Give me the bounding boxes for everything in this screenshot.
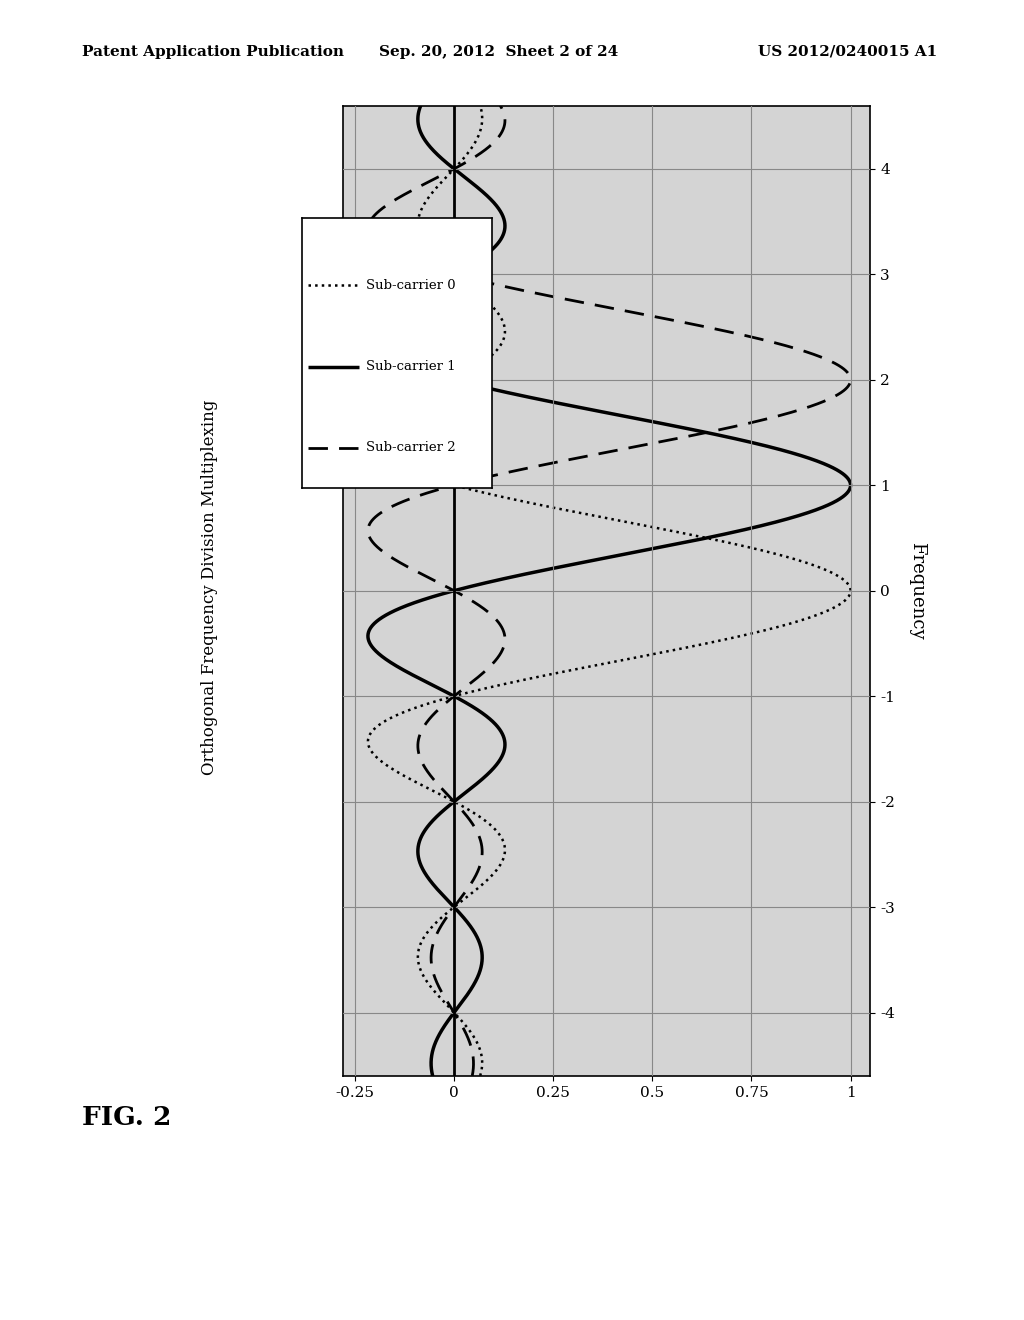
Text: Sep. 20, 2012  Sheet 2 of 24: Sep. 20, 2012 Sheet 2 of 24 <box>379 45 618 59</box>
Text: FIG. 2: FIG. 2 <box>82 1105 171 1130</box>
Text: Sub-carrier 2: Sub-carrier 2 <box>367 441 456 454</box>
Text: Sub-carrier 1: Sub-carrier 1 <box>367 360 456 374</box>
Text: Sub-carrier 0: Sub-carrier 0 <box>367 279 456 292</box>
Y-axis label: Frequency: Frequency <box>907 543 926 639</box>
Text: Orthogonal Frequency Division Multiplexing: Orthogonal Frequency Division Multiplexi… <box>202 400 218 775</box>
Text: Patent Application Publication: Patent Application Publication <box>82 45 344 59</box>
Text: US 2012/0240015 A1: US 2012/0240015 A1 <box>758 45 937 59</box>
